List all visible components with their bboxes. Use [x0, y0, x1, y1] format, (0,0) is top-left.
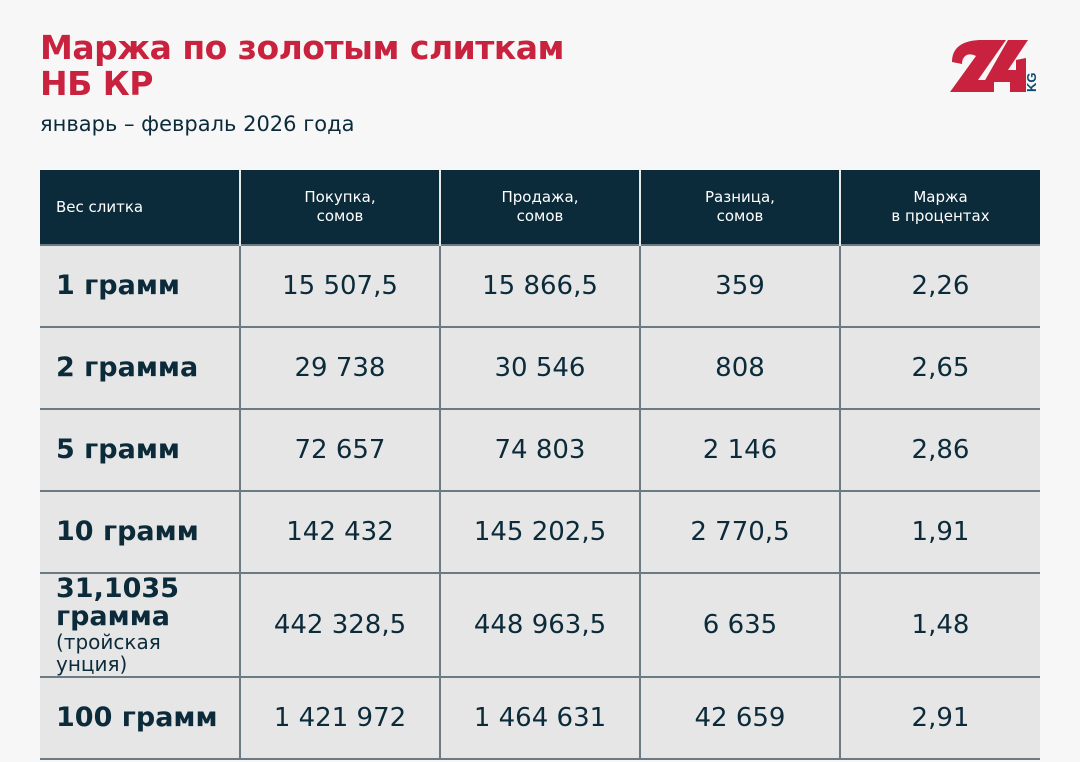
cell-buy: 142 432 [239, 490, 440, 573]
header-buy: Покупка, сомов [239, 170, 440, 245]
cell-diff: 42 659 [639, 676, 840, 760]
cell-weight: 10 грамм [40, 490, 240, 573]
cell-margin: 2,26 [839, 244, 1040, 327]
cell-sell: 30 546 [439, 326, 640, 409]
24kg-logo: KG [950, 40, 1039, 93]
cell-weight: 5 грамм [40, 408, 240, 491]
cell-weight: 31,1035 грамма (тройская унция) [40, 572, 240, 677]
cell-margin: 2,65 [839, 326, 1040, 409]
cell-sell: 145 202,5 [439, 490, 640, 573]
header-diff: Разница, сомов [639, 170, 840, 245]
cell-weight-note: (тройская унция) [56, 630, 161, 676]
table-row: 31,1035 грамма (тройская унция) 442 328,5 4… [40, 572, 1040, 677]
table-row: 5 грамм 72 657 74 803 2 146 2,86 [40, 408, 1040, 491]
cell-margin: 1,48 [839, 572, 1040, 677]
cell-diff: 359 [639, 244, 840, 327]
header-weight: Вес слитка [40, 170, 240, 245]
cell-buy: 15 507,5 [239, 244, 440, 327]
cell-sell: 74 803 [439, 408, 640, 491]
table-row: 1 грамм 15 507,5 15 866,5 359 2,26 [40, 244, 1040, 327]
cell-weight: 2 грамма [40, 326, 240, 409]
cell-margin: 1,91 [839, 490, 1040, 573]
cell-weight: 1 грамм [40, 244, 240, 327]
cell-diff: 2 146 [639, 408, 840, 491]
cell-sell: 1 464 631 [439, 676, 640, 760]
gold-bar-margin-table: Вес слитка Покупка, сомов Продажа, сомов Р… [40, 170, 1040, 760]
title-line-1: Маржа по золотым слиткам [40, 28, 565, 67]
cell-buy: 1 421 972 [239, 676, 440, 760]
header-sell: Продажа, сомов [439, 170, 640, 245]
title-line-2: НБ КР [40, 64, 153, 103]
table-header-row: Вес слитка Покупка, сомов Продажа, сомов Р… [40, 170, 1040, 245]
cell-diff: 6 635 [639, 572, 840, 677]
cell-margin: 2,91 [839, 676, 1040, 760]
subtitle: январь – февраль 2026 года [40, 112, 355, 136]
cell-sell: 15 866,5 [439, 244, 640, 327]
table-row: 100 грамм 1 421 972 1 464 631 42 659 2,91 [40, 676, 1040, 760]
table-row: 10 грамм 142 432 145 202,5 2 770,5 1,91 [40, 490, 1040, 573]
page-title: Маржа по золотым слиткам НБ КР [40, 28, 565, 103]
cell-margin: 2,86 [839, 408, 1040, 491]
header-margin: Маржа в процентах [839, 170, 1040, 245]
cell-buy: 29 738 [239, 326, 440, 409]
table-row: 2 грамма 29 738 30 546 808 2,65 [40, 326, 1040, 409]
cell-weight: 100 грамм [40, 676, 240, 760]
cell-buy: 72 657 [239, 408, 440, 491]
cell-sell: 448 963,5 [439, 572, 640, 677]
cell-buy: 442 328,5 [239, 572, 440, 677]
cell-diff: 808 [639, 326, 840, 409]
svg-text:KG: KG [1024, 73, 1039, 93]
cell-diff: 2 770,5 [639, 490, 840, 573]
